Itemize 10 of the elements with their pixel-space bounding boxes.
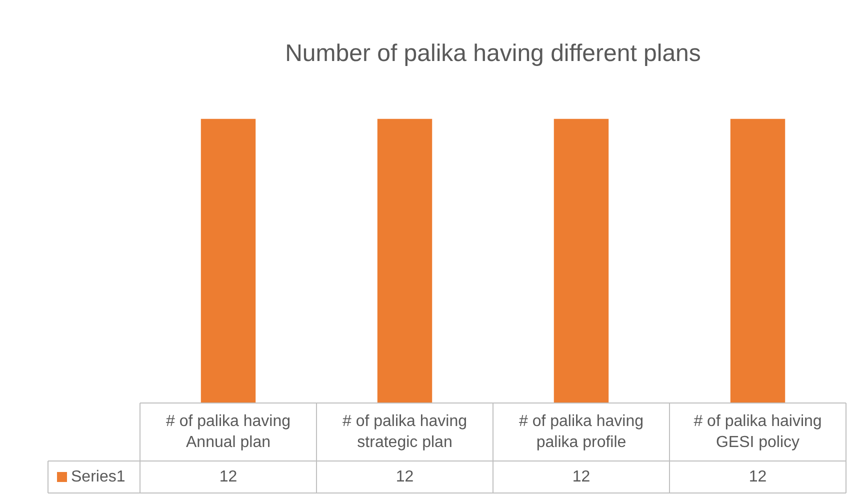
x-tick-label: # of palika having palika profile <box>518 412 644 451</box>
data-label: 12 <box>219 468 238 486</box>
x-tick-label: # of palika having strategic plan <box>342 412 468 451</box>
legend-label: Series1 <box>71 468 126 486</box>
data-label: 12 <box>396 468 414 486</box>
x-tick-label: # of palika having Annual plan <box>166 412 291 451</box>
chart-title: Number of palika having different plans <box>285 40 701 68</box>
x-tick-label: # of palika haiving GESI policy <box>694 412 822 451</box>
data-label: 12 <box>572 468 590 486</box>
data-label: 12 <box>748 468 767 486</box>
